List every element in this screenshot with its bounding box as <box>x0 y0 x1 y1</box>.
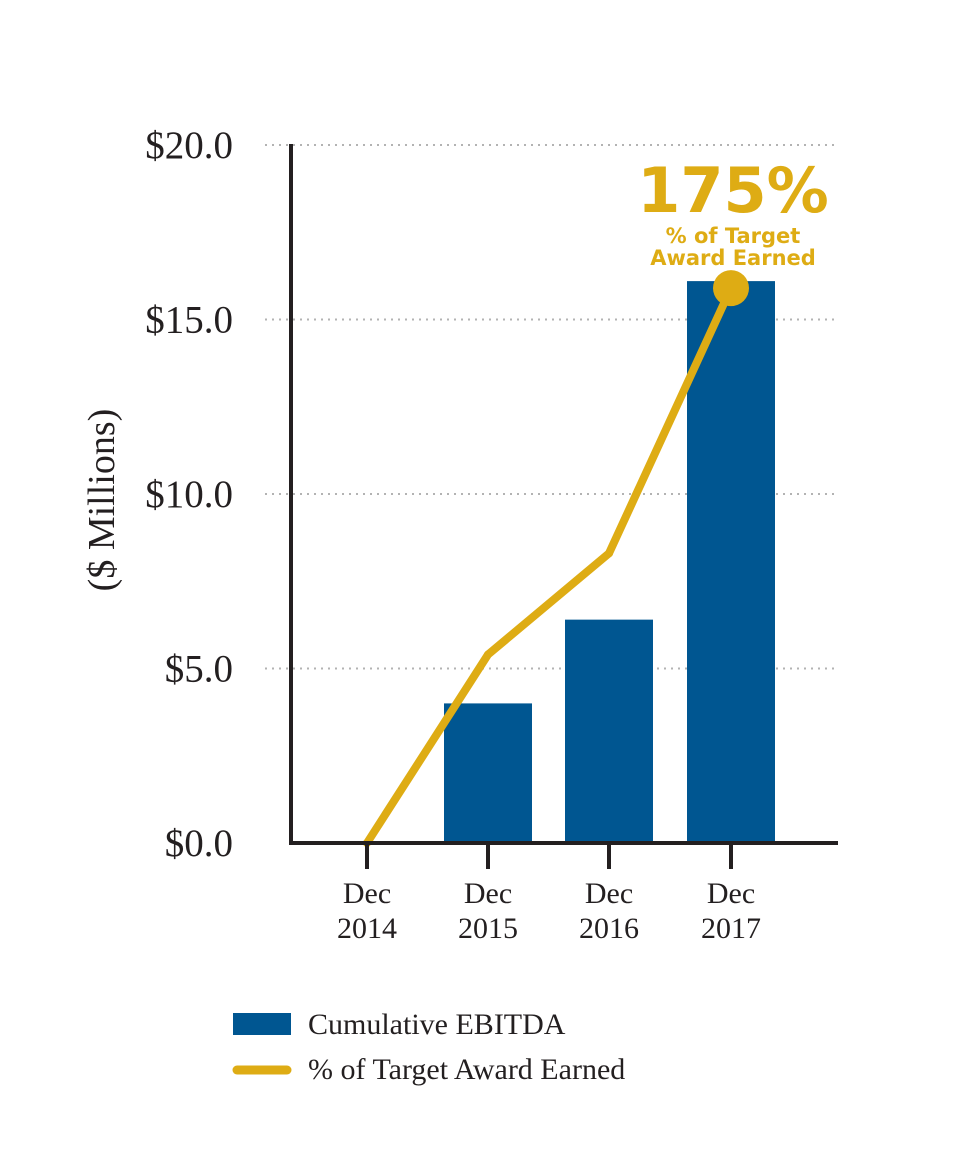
x-tick-label-year: 2016 <box>579 912 639 945</box>
x-tick-label-year: 2017 <box>701 912 761 945</box>
legend-swatch-bar <box>233 1013 291 1035</box>
x-tick-label-year: 2015 <box>458 912 518 945</box>
x-tick-label-month: Dec <box>343 877 391 910</box>
line-point <box>484 650 492 659</box>
legend: Cumulative EBITDA % of Target Award Earn… <box>232 1008 625 1086</box>
y-tick-labels: $0.0 $5.0 $10.0 $15.0 $20.0 <box>145 124 233 865</box>
annotation-line1: % of Target <box>666 224 801 248</box>
annotation-value: 175% <box>637 154 829 227</box>
bar <box>687 281 775 843</box>
line-path <box>363 284 735 847</box>
line-point <box>605 549 613 558</box>
y-axis-label: ($ Millions) <box>81 409 123 592</box>
bar <box>444 703 532 843</box>
annotation: 175% % of Target Award Earned <box>637 154 829 270</box>
y-tick-label: $5.0 <box>165 648 233 691</box>
x-tick-label-month: Dec <box>464 877 512 910</box>
line-series <box>363 270 749 847</box>
y-tick-label: $10.0 <box>145 473 233 516</box>
y-tick-label: $0.0 <box>165 822 233 865</box>
legend-label-line: % of Target Award Earned <box>308 1053 625 1086</box>
y-tick-label: $15.0 <box>145 299 233 342</box>
x-tick-label-year: 2014 <box>337 912 397 945</box>
bar-series <box>444 281 775 843</box>
legend-label-bar: Cumulative EBITDA <box>308 1008 566 1041</box>
y-tick-label: $20.0 <box>145 124 233 167</box>
bar <box>565 619 653 843</box>
line-end-marker <box>713 270 749 307</box>
x-tick-label-month: Dec <box>707 877 755 910</box>
x-tick-label-month: Dec <box>585 877 633 910</box>
annotation-line2: Award Earned <box>650 246 816 270</box>
